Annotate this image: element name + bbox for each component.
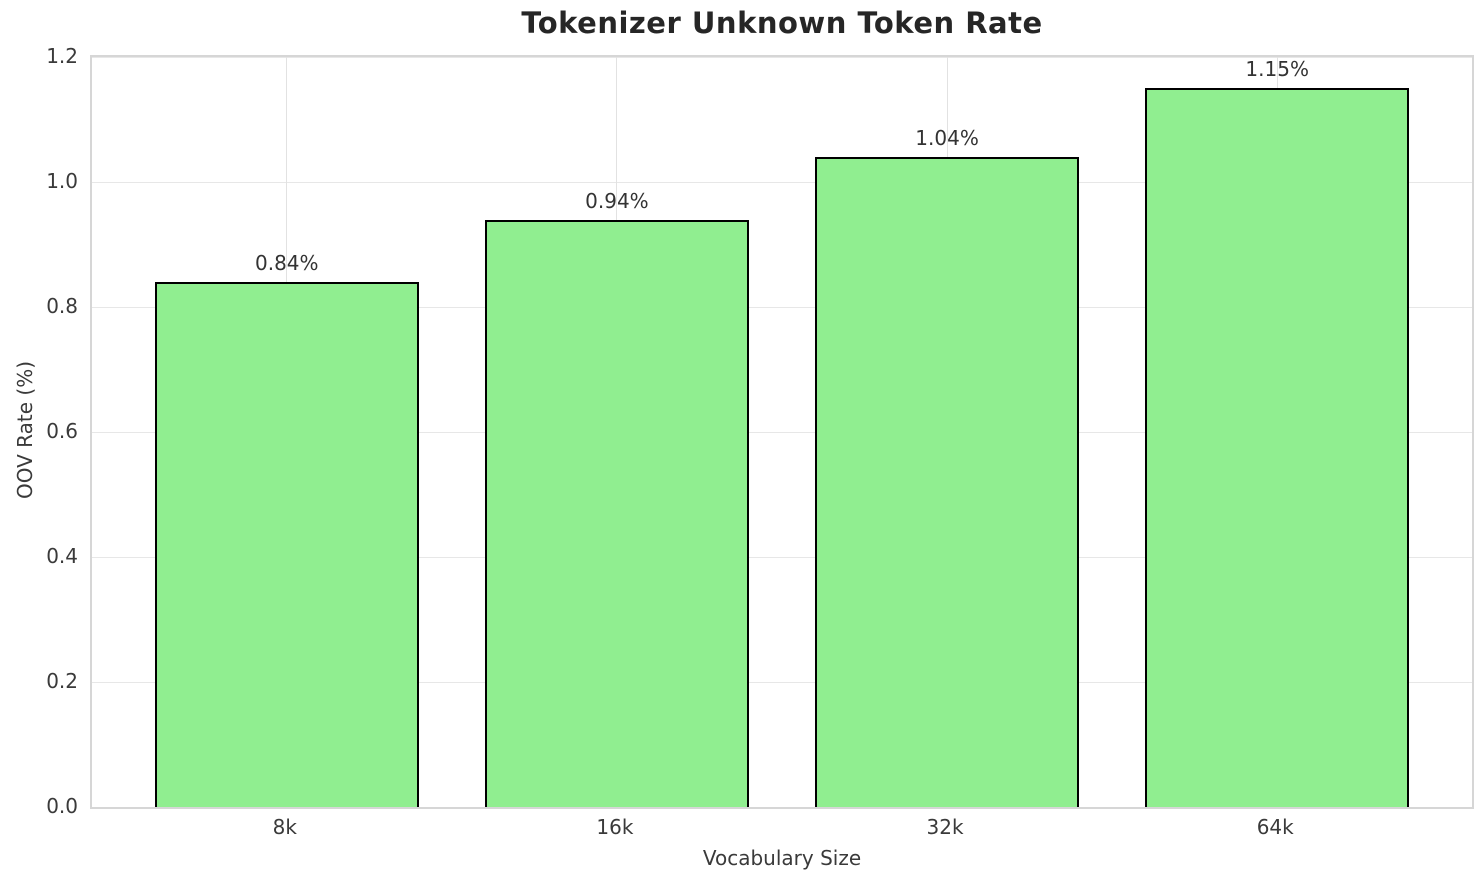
plot-area: 0.84% 0.94% 1.04% 1.15% xyxy=(90,55,1474,809)
horizontal-gridline xyxy=(92,681,1472,683)
bar-value-label: 1.04% xyxy=(915,126,979,150)
bar-value-label: 0.94% xyxy=(585,188,649,213)
bar-value-label: 0.84% xyxy=(255,251,319,275)
horizontal-gridline xyxy=(92,431,1472,433)
y-tick-label: 1.0 xyxy=(46,169,78,193)
y-tick-label: 0.0 xyxy=(46,794,78,818)
horizontal-gridline xyxy=(92,56,1472,58)
bar xyxy=(815,157,1080,807)
y-tick-label: 0.8 xyxy=(46,294,78,318)
x-tick-label: 8k xyxy=(272,815,297,839)
y-tick-label: 0.6 xyxy=(46,419,78,443)
bar xyxy=(154,282,419,807)
horizontal-gridline xyxy=(92,556,1472,558)
x-tick-label: 16k xyxy=(596,815,634,839)
y-tick-label: 1.2 xyxy=(46,44,78,68)
bar-value-label: 1.15% xyxy=(1245,57,1309,82)
chart-title: Tokenizer Unknown Token Rate xyxy=(521,6,1043,40)
bar xyxy=(484,219,749,807)
y-tick-label: 0.2 xyxy=(46,669,78,693)
y-tick-label: 0.4 xyxy=(46,544,78,568)
x-axis-label: Vocabulary Size xyxy=(702,846,862,870)
bar xyxy=(1145,88,1410,807)
x-tick-label: 32k xyxy=(926,815,964,839)
x-tick-label: 64k xyxy=(1256,815,1294,839)
horizontal-gridline xyxy=(92,181,1472,183)
horizontal-gridline xyxy=(92,306,1472,308)
